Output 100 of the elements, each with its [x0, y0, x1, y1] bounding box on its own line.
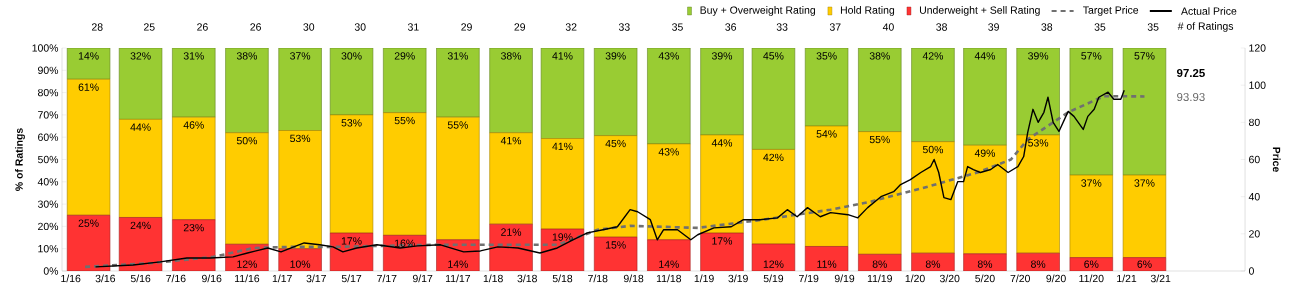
- y-tick-label: 20%: [38, 222, 59, 231]
- bar: [540, 48, 585, 139]
- data-label: 57%: [1134, 52, 1155, 60]
- data-label: 19%: [552, 233, 573, 241]
- data-label: 57%: [1081, 52, 1102, 60]
- text: 32: [565, 23, 577, 31]
- x-tick-label: 11/18: [656, 274, 682, 283]
- y-axis-title: % of Ratings: [15, 128, 25, 191]
- bar: [436, 116, 480, 241]
- text: 26: [197, 23, 208, 31]
- data-label: 38%: [869, 52, 890, 60]
- bar: [963, 48, 1007, 146]
- bar: [278, 48, 322, 131]
- data-label: 55%: [869, 135, 890, 144]
- text: 31: [407, 23, 419, 31]
- x-tick-label: 1/16: [61, 274, 81, 283]
- bar: [172, 48, 216, 118]
- y2-tick-label: 60: [1249, 155, 1260, 164]
- text: 35: [1147, 23, 1159, 31]
- y-tick-label: 80%: [38, 88, 59, 97]
- bar: [804, 48, 849, 127]
- text: 30: [354, 23, 366, 31]
- bar: [858, 131, 902, 255]
- legend-label: Actual Price: [1181, 7, 1237, 15]
- bar: [489, 48, 533, 134]
- bar: [963, 144, 1007, 255]
- text: 33: [618, 23, 630, 31]
- bar: [1122, 174, 1167, 258]
- x-tick-label: 3/16: [95, 274, 116, 283]
- bar: [1016, 134, 1060, 254]
- data-label: 53%: [341, 119, 362, 127]
- y-tick-label: 50%: [37, 155, 59, 164]
- data-label: 50%: [236, 136, 258, 145]
- text: 25: [143, 23, 155, 31]
- bar: [647, 48, 691, 145]
- bar: [225, 48, 269, 134]
- x-tick-label: 5/16: [130, 274, 151, 283]
- data-label: 41%: [500, 136, 522, 145]
- bar: [593, 48, 638, 136]
- data-label: 41%: [552, 52, 573, 60]
- x-tick-label: 9/18: [623, 274, 644, 283]
- x-tick-label: 9/17: [412, 274, 433, 283]
- legend-label: Hold Rating: [840, 6, 895, 16]
- data-label: 14%: [448, 260, 468, 268]
- y-tick-label: 100%: [32, 44, 59, 52]
- text: 33: [776, 23, 788, 31]
- data-label: 43%: [658, 148, 679, 156]
- data-label: 43%: [658, 52, 679, 60]
- bar: [383, 112, 427, 236]
- data-label: 37%: [1134, 179, 1155, 187]
- data-label: 45%: [605, 139, 626, 148]
- data-label: 17%: [712, 237, 733, 245]
- data-label: 12%: [763, 260, 784, 268]
- data-label: 8%: [925, 260, 941, 268]
- x-tick-label: 11/16: [235, 274, 260, 283]
- data-label: 31%: [447, 52, 468, 60]
- y2-tick-label: 40: [1248, 192, 1260, 201]
- text: 37: [829, 23, 841, 31]
- annotation: 93.93: [1177, 92, 1205, 102]
- data-label: 37%: [1081, 179, 1102, 187]
- legend-label: Target Price: [1083, 6, 1139, 16]
- data-label: 54%: [816, 130, 837, 138]
- x-tick-label: 5/18: [552, 274, 573, 283]
- data-label: 21%: [501, 228, 522, 236]
- data-label: 16%: [395, 239, 415, 247]
- data-label: 31%: [183, 52, 204, 60]
- x-tick-label: 5/20: [975, 274, 995, 283]
- data-label: 39%: [711, 52, 733, 60]
- bar: [647, 143, 691, 241]
- data-label: 44%: [711, 139, 733, 147]
- data-label: 6%: [1137, 260, 1152, 268]
- text: 30: [303, 23, 315, 31]
- y2-tick-label: 0: [1248, 267, 1254, 275]
- x-tick-label: 9/20: [1046, 274, 1066, 283]
- bar: [278, 130, 322, 249]
- data-label: 6%: [1084, 260, 1099, 268]
- data-label: 53%: [290, 134, 311, 143]
- data-label: 10%: [290, 260, 311, 268]
- x-tick-label: 1/20: [905, 274, 925, 283]
- data-label: 25%: [78, 219, 99, 227]
- data-label: 50%: [922, 145, 944, 154]
- x-tick-label: 1/19: [694, 274, 714, 283]
- x-tick-label: 3/19: [728, 274, 748, 283]
- bar: [172, 116, 216, 221]
- bar: [1069, 174, 1113, 258]
- data-label: 45%: [763, 52, 784, 60]
- legend-label: Buy + Overweight Rating: [700, 6, 816, 16]
- x-tick-label: 7/20: [1010, 274, 1030, 283]
- x-tick-label: 11/17: [445, 274, 471, 283]
- y2-tick-label: 120: [1249, 44, 1266, 52]
- annotation: 97.25: [1176, 68, 1205, 78]
- data-label: 49%: [974, 149, 996, 157]
- data-label: 35%: [816, 52, 837, 60]
- bar: [540, 138, 585, 230]
- legend-label: Underweight + Sell Rating: [919, 6, 1040, 16]
- data-label: 14%: [78, 52, 99, 60]
- bar: [751, 48, 796, 150]
- data-label: 11%: [817, 260, 837, 268]
- data-label: 44%: [974, 52, 996, 60]
- data-label: 17%: [341, 237, 362, 245]
